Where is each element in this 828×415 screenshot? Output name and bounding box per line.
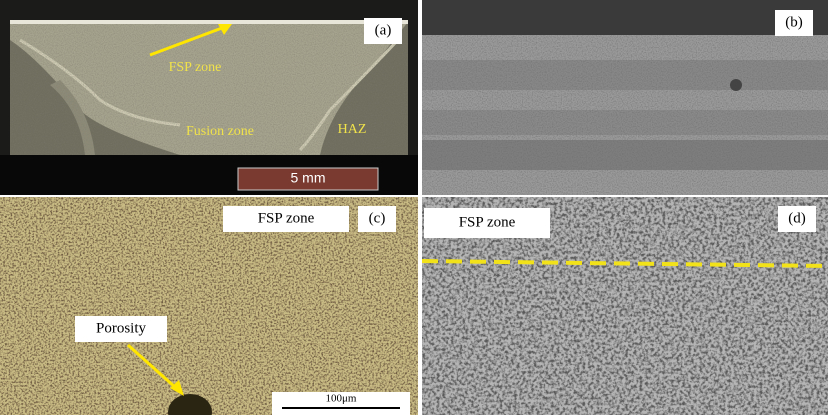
scale-bar-label: 100μm: [326, 393, 357, 405]
annotation: FSP zone: [258, 210, 315, 226]
annotation: Fusion zone: [186, 124, 254, 139]
panel-label: (a): [375, 22, 392, 38]
panel-b: (b): [422, 0, 828, 195]
panel-label: (c): [369, 210, 386, 226]
panel-d: FSP zone (d): [422, 197, 828, 415]
panel-a: 5 mm FSP zone Fusion zone HAZ (a): [0, 0, 418, 195]
scale-bar-label: 5 mm: [291, 170, 326, 186]
panel-label: (d): [788, 210, 806, 226]
annotation: FSP zone: [169, 60, 222, 75]
annotation: HAZ: [338, 122, 367, 137]
annotation: Porosity: [96, 320, 147, 336]
panel-c: FSP zone (c) Porosity 100μm: [0, 197, 418, 415]
panel-label: (b): [785, 14, 803, 30]
figure: 5 mm FSP zone Fusion zone HAZ (a) (b) FS…: [0, 0, 828, 415]
annotation: FSP zone: [459, 214, 516, 230]
